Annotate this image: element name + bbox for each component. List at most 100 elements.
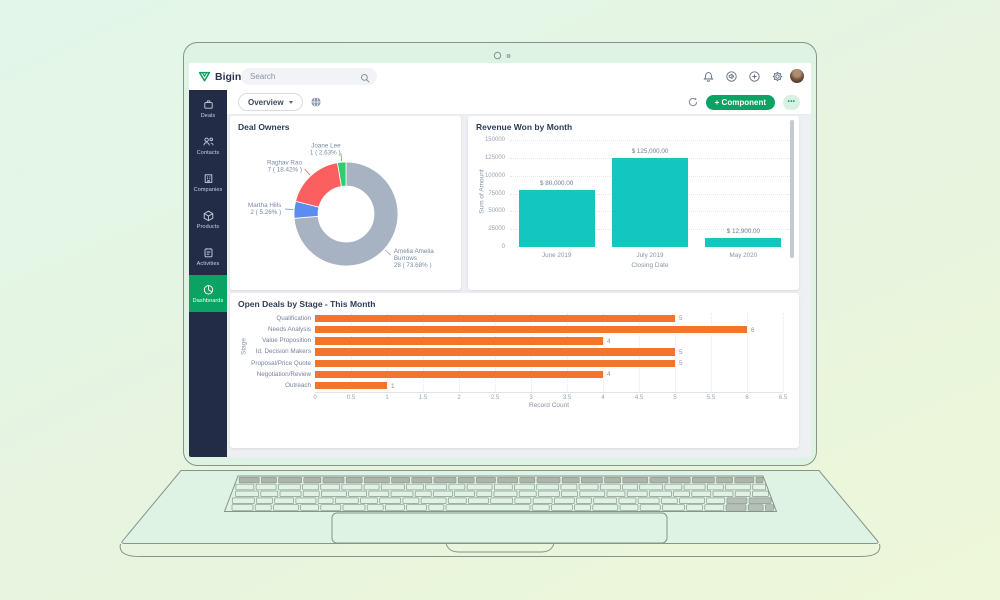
sidebar-item-label: Companies [193,187,223,193]
x-tick-label: July 2019 [636,252,664,259]
settings-gear-icon[interactable] [772,71,783,82]
search-box[interactable] [241,68,377,85]
sidebar-item-dashboards[interactable]: Dashboards [189,275,227,312]
app-screen: Bigin Deals Contacts Companies Products Acti… [189,63,811,457]
sidebar-item-label: Activities [196,261,220,267]
notification-bell-icon[interactable] [703,71,714,82]
app-name: Bigin [215,70,242,83]
y-tick-label: 125000 [484,154,505,161]
panel-title: Open Deals by Stage - This Month [238,299,376,309]
x-tick-label: 6 [745,395,749,402]
x-tick-label: 1 [385,395,389,402]
y-tick-label: 100000 [484,172,505,179]
gridline [711,313,712,392]
announcement-icon[interactable] [726,71,737,82]
stage-card: Open Deals by Stage - This Month Stage 0… [230,293,799,448]
bar-value-label: 4 [607,337,611,345]
user-avatar[interactable] [790,69,804,83]
bar-value-label: 5 [679,315,683,323]
gridline [675,313,676,392]
main-area: Overview [227,90,811,457]
y-tick-label: 75000 [488,190,505,197]
products-icon [202,209,215,222]
laptop-base [121,470,879,544]
revenue-bar [518,189,595,247]
stage-bar [315,370,603,379]
x-tick-label: 5 [673,395,677,402]
sidebar-item-products[interactable]: Products [189,201,227,238]
bar-value-label: $ 80,000.00 [540,179,574,187]
revenue-chart: 0 25000 50000 75000 100000 125000 150000 $ 80,0… [468,116,799,290]
x-axis-label: Closing Date [631,262,669,269]
gridline [510,140,790,141]
x-tick-label: 0 [313,395,317,402]
sidebar-item-label: Dashboards [192,298,224,304]
x-tick-label: 0.5 [346,395,356,402]
dashboard-selector[interactable]: Overview [238,93,303,111]
donut-label: Raghav Rao 7 ( 18.42% ) [267,160,303,174]
bar-value-label: 5 [679,360,683,368]
search-icon [360,71,371,89]
topbar: Bigin [189,63,811,91]
donut-chart: Amelia Amelia Burrows 28 ( 73.68% ) Martha … [248,143,434,269]
stage-bar [315,359,675,367]
x-tick-label: 3.5 [562,395,572,402]
sidebar-item-label: Contacts [196,150,220,156]
panel-title: Deal Owners [238,122,290,132]
stage-bar [315,337,603,345]
refresh-icon[interactable] [688,97,698,107]
y-category-label: Needs Analysis [267,326,311,333]
globe-icon[interactable] [310,97,321,107]
sidebar-item-contacts[interactable]: Contacts [189,127,227,164]
x-axis-line [315,392,783,394]
sidebar-item-deals[interactable]: Deals [189,90,227,127]
add-icon[interactable] [749,71,760,82]
stage-bar [315,326,747,334]
donut-slice [336,161,347,187]
y-tick-label: 0 [501,244,505,250]
y-category-label: Negotiation/Review [256,370,311,378]
sidebar-item-label: Deals [200,113,216,119]
deals-icon [202,98,215,111]
keyboard-keys [231,476,775,511]
donut-slice [295,162,342,208]
stage-bar [315,348,675,356]
donut-slice [293,161,399,267]
scrollbar[interactable] [790,120,794,258]
sidebar: Deals Contacts Companies Products Activities… [189,90,227,457]
laptop-notch [445,543,555,553]
chevron-down-icon [288,100,293,104]
bar-value-label: $ 125,000.00 [631,147,669,155]
bar-value-label: $ 12,900.00 [726,227,760,235]
more-options-button[interactable]: ••• [783,94,800,110]
x-tick-label: June 2019 [541,252,572,259]
gridline [783,313,784,392]
revenue-bar [612,157,688,247]
companies-icon [202,172,215,185]
x-tick-label: 4.5 [634,395,644,402]
donut-label: Joane Lee 1 ( 2.63% ) [310,143,341,157]
stage-bar [315,382,387,390]
bar-value-label: 4 [607,371,611,379]
x-tick-label: 2 [457,395,461,402]
y-tick-label: 150000 [484,137,505,143]
panel-title: Revenue Won by Month [476,122,573,132]
search-input[interactable] [241,68,360,85]
sidebar-item-companies[interactable]: Companies [189,164,227,201]
sidebar-item-activities[interactable]: Activities [189,238,227,275]
gridline [747,313,748,392]
revenue-bar [705,237,782,247]
add-component-button[interactable]: + Component [705,94,775,110]
webcam-led-icon [506,54,511,58]
y-category-label: Qualification [276,314,311,322]
y-category-label: Outreach [285,382,311,389]
deal-owners-card: Deal Owners Amelia Amelia Burrows 28 ( 73.… [230,116,461,290]
x-tick-label: 4 [601,395,605,402]
laptop-front-edge [119,543,881,557]
y-tick-label: 25000 [488,226,505,233]
bar-value-label: 1 [391,382,395,390]
x-axis-label: Record Count [528,402,570,409]
y-category-label: Id. Decision Makers [255,348,311,356]
keyboard-outline [223,475,778,512]
